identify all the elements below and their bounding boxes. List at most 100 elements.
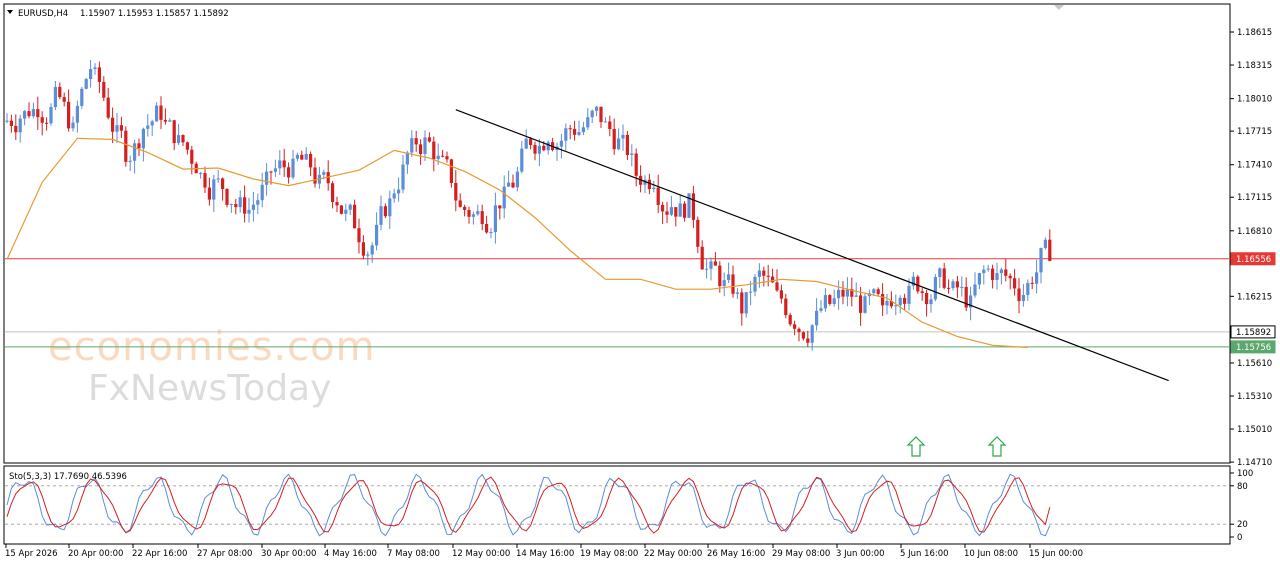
candle-body: [1030, 282, 1034, 284]
candle-body: [960, 286, 964, 288]
candle-body: [529, 138, 533, 146]
chart-header-ohlc: 1.15907 1.15953 1.15857 1.15892: [80, 9, 229, 19]
candle-body: [269, 171, 273, 173]
scroll-marker-icon[interactable]: [1054, 5, 1064, 10]
candle-body: [414, 138, 418, 145]
current-price-tag-bg: [1230, 325, 1276, 339]
candle-body: [876, 289, 880, 294]
candle-body: [678, 203, 682, 217]
candle-body: [441, 155, 445, 157]
candle-body: [753, 276, 757, 292]
candle-body: [819, 308, 823, 311]
stochastic-frame: [3, 465, 1231, 545]
candle-body: [229, 204, 233, 206]
candle-body: [573, 128, 577, 135]
candle-body: [713, 261, 717, 266]
candle-body: [718, 265, 722, 287]
candle-body: [458, 200, 462, 207]
candle-body: [995, 273, 999, 280]
candle-body: [150, 121, 154, 126]
candle-body: [920, 291, 924, 293]
candle-body: [449, 159, 453, 183]
chart-header-symbol: EURUSD,H4: [18, 9, 68, 19]
candle-body: [427, 137, 431, 142]
trendline[interactable]: [455, 109, 1169, 382]
y-tick-label: 1.16215: [1237, 292, 1272, 302]
candle-body: [14, 125, 18, 133]
candle-body: [749, 291, 753, 293]
candle-body: [278, 160, 282, 169]
x-tick-label: 15 Apr 2026: [5, 549, 58, 559]
candle-body: [410, 138, 414, 153]
current-price-tag: 1.15892: [1236, 328, 1271, 338]
candle-body: [929, 299, 933, 305]
candle-body: [669, 207, 673, 215]
candle-body: [287, 167, 291, 178]
candle-body: [313, 167, 317, 184]
candle-body: [850, 289, 854, 297]
candle-body: [163, 119, 167, 122]
arrow-up-icon: [987, 436, 1007, 457]
candle-body: [1021, 295, 1025, 302]
y-tick-label: 1.17715: [1237, 127, 1272, 137]
candle-body: [507, 182, 511, 187]
candle-body: [234, 204, 238, 208]
candle-body: [498, 205, 502, 209]
candle-body: [49, 106, 53, 124]
candle-body: [53, 86, 57, 107]
y-tick-label: 1.17410: [1237, 161, 1272, 171]
candle-body: [295, 154, 299, 159]
candle-body: [190, 149, 194, 164]
candle-body: [124, 130, 128, 162]
candle-body: [392, 193, 396, 199]
candle-body: [212, 179, 216, 200]
resistance-price-tag: 1.16556: [1236, 255, 1271, 265]
candle-body: [256, 200, 260, 205]
candle-body: [823, 295, 827, 309]
support-price-tag-bg: [1230, 340, 1276, 354]
candle-body: [304, 153, 308, 160]
x-tick-label: 10 Jun 08:00: [964, 549, 1018, 559]
candle-body: [436, 155, 440, 160]
candle-body: [533, 145, 537, 154]
x-tick-label: 30 Apr 00:00: [261, 549, 316, 559]
candle-body: [291, 158, 295, 178]
candle-body: [84, 79, 88, 89]
candle-body: [955, 281, 959, 288]
candle-body: [216, 178, 220, 180]
candle-body: [207, 187, 211, 200]
candle-body: [146, 125, 150, 129]
candle-body: [617, 138, 621, 150]
candle-body: [260, 184, 264, 201]
candle-body: [339, 205, 343, 214]
candle-body: [238, 197, 242, 208]
candle-body: [986, 268, 990, 270]
y-tick-label: 1.18615: [1237, 28, 1272, 38]
candle-body: [568, 128, 572, 130]
candle-body: [771, 276, 775, 283]
candle-body: [489, 232, 493, 234]
candle-body: [23, 111, 27, 119]
candle-body: [401, 164, 405, 190]
candle-body: [1043, 239, 1047, 249]
candle-body: [894, 305, 898, 307]
arrow-up-icon: [906, 436, 926, 457]
x-tick-label: 29 May 08:00: [772, 549, 830, 559]
candle-body: [621, 134, 625, 139]
candle-body: [511, 182, 515, 188]
candle-body: [93, 67, 97, 70]
candle-body: [590, 110, 594, 118]
candle-body: [951, 281, 955, 289]
candle-body: [181, 135, 185, 143]
candle-body: [159, 105, 163, 120]
candle-body: [933, 277, 937, 300]
candle-body: [300, 154, 304, 160]
y-tick-label: 1.15010: [1237, 425, 1272, 435]
candle-body: [705, 268, 709, 270]
y-tick-label: 1.14710: [1237, 458, 1272, 468]
y-tick-label: 1.18010: [1237, 95, 1272, 105]
downtrend-line[interactable]: [455, 109, 1169, 382]
dropdown-triangle-icon[interactable]: [7, 10, 13, 14]
candle-body: [779, 290, 783, 299]
